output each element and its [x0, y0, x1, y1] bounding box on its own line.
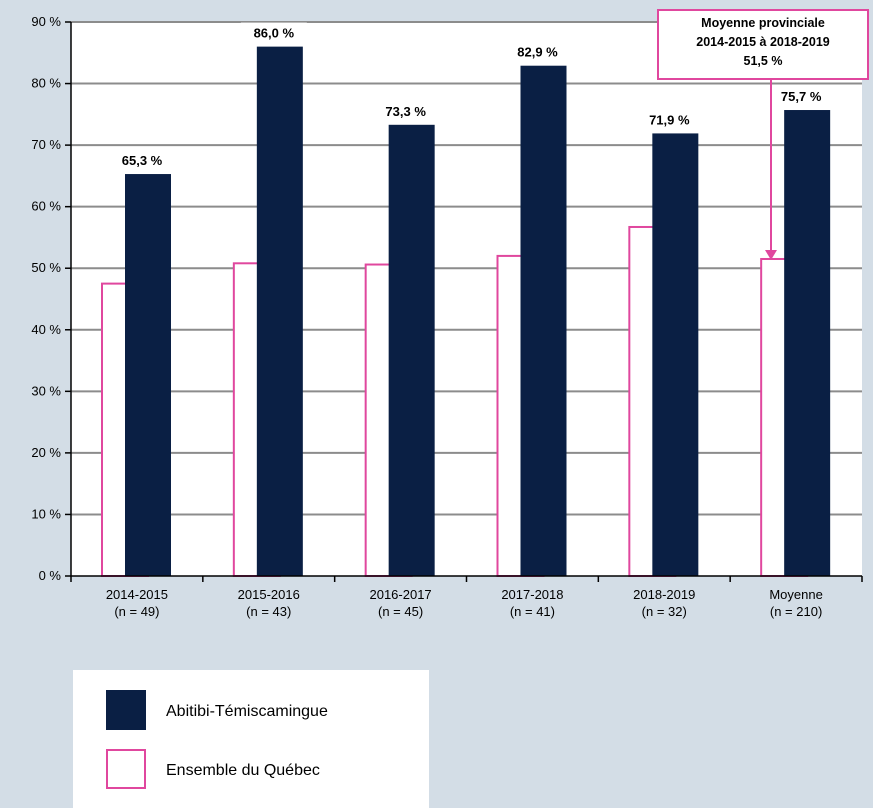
x-category-label: 2014-2015 [106, 587, 168, 602]
bar-abitibi [520, 65, 567, 577]
data-label-bg [240, 22, 307, 43]
y-tick-label: 0 % [39, 568, 62, 583]
grid-lines [71, 21, 862, 516]
bar-abitibi [125, 174, 171, 576]
legend-swatch-abitibi [106, 690, 146, 730]
labels: 0 % 10 % 20 % 30 % 40 % 50 % 60 % 70 % 80 % 90 % 6… [31, 14, 835, 619]
x-category-label: 2015-2016 [238, 587, 300, 602]
x-category-n-label: (n = 210) [770, 604, 822, 619]
x-category-label: 2017-2018 [501, 587, 563, 602]
bar-abitibi [256, 46, 303, 577]
data-label-bg [768, 86, 835, 107]
y-tick-label: 60 % [31, 199, 61, 214]
bars [101, 46, 831, 578]
bar-abitibi [652, 133, 699, 576]
y-tick-label: 10 % [31, 506, 61, 521]
x-category-label: 2018-2019 [633, 587, 695, 602]
x-category-n-label: (n = 49) [114, 604, 159, 619]
data-label: 65,3 % [122, 153, 163, 168]
y-tick-label: 20 % [31, 445, 61, 460]
data-label-bg [504, 41, 571, 62]
legend-label-abitibi: Abitibi-Témiscamingue [166, 703, 328, 720]
callout-arrowhead [765, 250, 777, 260]
data-label: 73,3 % [385, 104, 426, 119]
legend: Abitibi-Témiscamingue Ensemble du Québec [73, 670, 429, 808]
x-category-n-label: (n = 43) [246, 604, 291, 619]
x-category-n-label: (n = 45) [378, 604, 423, 619]
y-tick-label: 70 % [31, 137, 61, 152]
plot-area [71, 22, 862, 576]
bar-abitibi [784, 110, 831, 576]
data-label-bg [372, 100, 439, 121]
y-tick-label: 80 % [31, 76, 61, 91]
legend-label-quebec: Ensemble du Québec [166, 762, 320, 779]
data-label: 86,0 % [254, 26, 295, 41]
callout: Moyenne provinciale 2014-2015 à 2018-201… [657, 9, 869, 260]
callout-box [657, 9, 869, 80]
y-tick-label: 50 % [31, 260, 61, 275]
bar-abitibi [388, 124, 435, 576]
x-category-n-label: (n = 41) [510, 604, 555, 619]
callout-line-2: 2014-2015 à 2018-2019 [696, 35, 830, 49]
axes [65, 21, 863, 582]
x-category-label: Moyenne [769, 587, 822, 602]
x-category-label: 2016-2017 [369, 587, 431, 602]
callout-line-3: 51,5 % [744, 54, 783, 68]
data-label-bg [636, 109, 703, 130]
data-label-bg [109, 150, 175, 171]
y-tick-label: 30 % [31, 383, 61, 398]
data-label: 71,9 % [649, 112, 690, 127]
x-category-n-label: (n = 32) [642, 604, 687, 619]
y-tick-label: 90 % [31, 14, 61, 29]
data-label: 82,9 % [517, 45, 558, 60]
y-tick-label: 40 % [31, 322, 61, 337]
legend-swatch-quebec [106, 749, 146, 789]
data-label: 75,7 % [781, 89, 822, 104]
callout-line-1: Moyenne provinciale [701, 16, 825, 30]
